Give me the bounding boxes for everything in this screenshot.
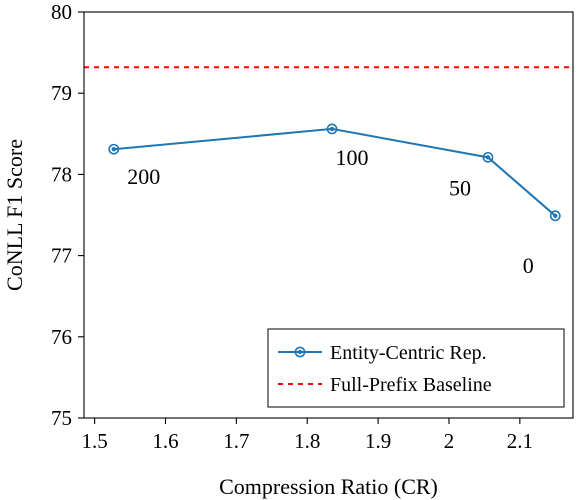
x-tick-label: 1.5: [82, 429, 108, 453]
y-axis-title: CoNLL F1 Score: [2, 139, 27, 291]
x-axis-title: Compression Ratio (CR): [219, 474, 438, 499]
legend-entity-label: Entity-Centric Rep.: [330, 342, 487, 364]
x-tick-label: 1.8: [294, 429, 320, 453]
x-axis-ticks: 1.5 1.6 1.7 1.8 1.9 2 2.1: [82, 418, 533, 453]
x-tick-label: 2: [444, 429, 455, 453]
point-label: 200: [127, 164, 160, 189]
x-tick-label: 1.9: [365, 429, 391, 453]
y-axis-ticks: 75 76 77 78 79 80: [51, 0, 84, 430]
y-tick-label: 80: [51, 0, 72, 24]
legend-entity-marker-dot: [297, 349, 303, 355]
point-label: 0: [523, 253, 534, 278]
x-tick-label: 1.7: [223, 429, 249, 453]
data-point-dot: [553, 213, 558, 219]
data-point-dot: [485, 155, 491, 160]
data-point: [549, 210, 561, 222]
series-line: [113, 127, 556, 217]
series-layer: [108, 123, 561, 222]
point-label: 50: [449, 175, 471, 200]
plot-frame: [83, 11, 574, 419]
data-point-dot: [111, 147, 116, 152]
data-point: [108, 143, 120, 155]
legend-box: [267, 328, 565, 408]
x-tick-label: 2.1: [507, 429, 533, 453]
data-point: [326, 123, 338, 135]
y-tick-label: 75: [51, 406, 72, 430]
y-tick-label: 79: [51, 81, 72, 105]
data-point: [482, 151, 494, 163]
y-tick-label: 76: [51, 325, 72, 349]
point-labels: 200 100 50 0: [127, 145, 534, 278]
y-tick-label: 77: [51, 244, 72, 268]
y-tick-label: 78: [51, 162, 72, 186]
legend-baseline-label: Full-Prefix Baseline: [330, 374, 492, 396]
legend: Entity-Centric Rep. Full-Prefix Baseline: [267, 328, 565, 408]
point-label: 100: [336, 145, 369, 170]
data-point-dot: [329, 126, 335, 132]
legend-entity-marker: [294, 346, 306, 358]
x-tick-label: 1.6: [152, 429, 178, 453]
